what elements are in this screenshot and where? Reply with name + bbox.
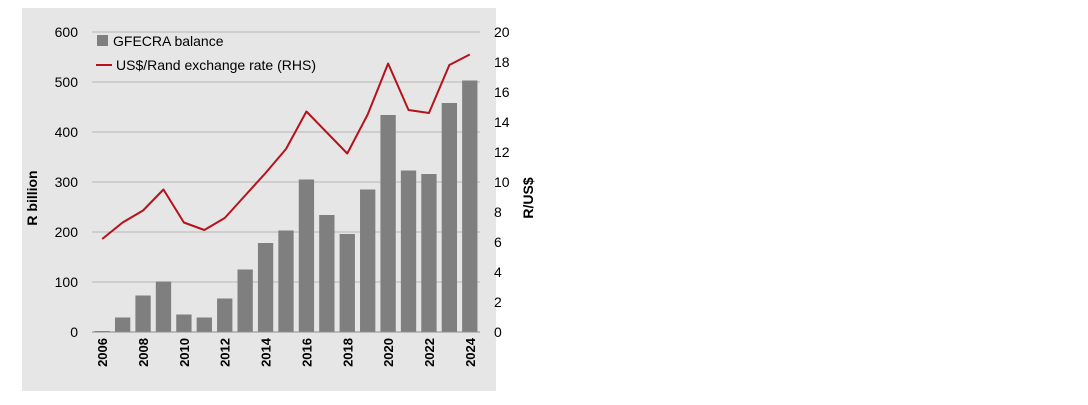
x-tick-label: 2016	[299, 338, 314, 367]
y2-tick-label: 0	[494, 324, 502, 340]
legend: GFECRA balance US$/Rand exchange rate (R…	[96, 33, 316, 73]
y2-tick-label: 4	[494, 264, 502, 280]
y-tick-label: 200	[55, 224, 79, 240]
y-axis-right: 0 2 4 6 8 10 12 14 16 18 20	[494, 24, 510, 340]
y2-tick-label: 2	[494, 294, 502, 310]
y2-tick-label: 18	[494, 54, 510, 70]
bar	[380, 115, 396, 332]
bar	[360, 189, 376, 332]
line-series	[101, 53, 471, 240]
y-tick-label: 600	[55, 24, 79, 40]
legend-label-line: US$/Rand exchange rate (RHS)	[116, 57, 316, 73]
y-tick-label: 500	[55, 74, 79, 90]
bar	[217, 298, 233, 332]
y-tick-label: 300	[55, 174, 79, 190]
bar	[196, 317, 212, 332]
x-tick-label: 2010	[177, 338, 192, 367]
bar	[155, 281, 172, 332]
bar	[237, 269, 253, 332]
bar	[135, 295, 151, 332]
x-tick-label: 2020	[381, 338, 396, 367]
legend-swatch-bar	[97, 35, 108, 46]
x-tick-label: 2022	[422, 338, 437, 367]
bar	[400, 170, 417, 332]
x-tick-label: 2006	[95, 338, 110, 367]
x-tick-label: 2012	[218, 338, 233, 367]
x-tick-label: 2014	[259, 337, 274, 367]
y-axis-right-label: R/US$	[520, 177, 536, 218]
bar	[298, 179, 315, 332]
bar	[114, 317, 131, 332]
y-tick-label: 100	[55, 274, 79, 290]
bar-series	[94, 80, 478, 332]
bar	[441, 103, 458, 332]
y2-tick-label: 10	[494, 174, 510, 190]
x-tick-label: 2024	[463, 337, 478, 367]
y2-tick-label: 6	[494, 234, 502, 250]
bar	[278, 230, 294, 332]
y-tick-label: 400	[55, 124, 79, 140]
bar	[462, 80, 478, 332]
y2-tick-label: 8	[494, 204, 502, 220]
x-tick-label: 2018	[340, 338, 355, 367]
y-axis-left-label: R billion	[24, 170, 40, 225]
y2-tick-label: 20	[494, 24, 510, 40]
x-axis: 2006 2008 2010 2012 2014 2016 2018 2020 2022 2024	[92, 331, 480, 367]
bar	[339, 234, 355, 332]
bar	[257, 243, 274, 332]
y2-tick-label: 12	[494, 144, 510, 160]
bar	[176, 314, 192, 332]
y2-tick-label: 16	[494, 84, 510, 100]
legend-label-bar: GFECRA balance	[113, 33, 224, 49]
bar	[319, 215, 335, 332]
y-tick-label: 0	[70, 324, 78, 340]
y-axis-left: 0 100 200 300 400 500 600	[55, 24, 79, 340]
bar	[421, 174, 437, 332]
y2-tick-label: 14	[494, 114, 510, 130]
x-tick-label: 2008	[136, 338, 151, 367]
series-line	[101, 53, 471, 240]
